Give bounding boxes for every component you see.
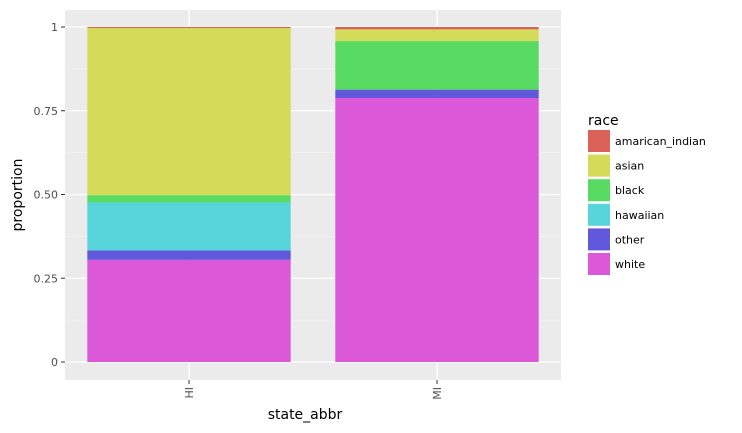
legend-label-white: white bbox=[615, 258, 645, 271]
bar-MI-white bbox=[335, 98, 539, 363]
y-axis: 0 0.25 0.50 0.75 1 bbox=[34, 21, 65, 369]
legend-label-asian: asian bbox=[615, 160, 644, 173]
y-tick-label: 1 bbox=[51, 21, 58, 34]
legend-label-amarican_indian: amarican_indian bbox=[615, 135, 706, 148]
y-tick-label: 0.50 bbox=[34, 189, 59, 202]
bar-HI-amarican_indian bbox=[87, 27, 291, 29]
x-tick-label: HI bbox=[183, 387, 196, 399]
legend-title: race bbox=[588, 113, 619, 129]
bar-MI-amarican_indian bbox=[335, 27, 539, 30]
legend-swatch-white bbox=[588, 253, 610, 275]
y-tick-label: 0 bbox=[51, 356, 58, 369]
legend-swatch-hawaiian bbox=[588, 203, 610, 226]
legend-label-other: other bbox=[615, 233, 645, 246]
y-tick-label: 0.25 bbox=[34, 272, 59, 285]
bar-HI-white bbox=[87, 259, 291, 362]
legend-swatch-asian bbox=[588, 154, 610, 177]
y-tick-label: 0.75 bbox=[34, 105, 59, 118]
x-tick-label: MI bbox=[431, 387, 444, 400]
bars bbox=[87, 27, 539, 363]
bar-HI-other bbox=[87, 250, 291, 260]
y-axis-title: proportion bbox=[10, 159, 26, 232]
bar-HI-hawaiian bbox=[87, 202, 291, 251]
bar-HI-black bbox=[87, 195, 291, 203]
bar-MI-asian bbox=[335, 29, 539, 42]
x-axis-title: state_abbr bbox=[268, 407, 343, 423]
legend-swatch-black bbox=[588, 179, 610, 202]
bar-MI-other bbox=[335, 89, 539, 99]
bar-MI-black bbox=[335, 41, 539, 90]
legend-swatch-other bbox=[588, 228, 610, 251]
legend-swatch-amarican_indian bbox=[588, 130, 610, 152]
legend-label-hawaiian: hawaiian bbox=[615, 209, 664, 222]
bar-HI-asian bbox=[87, 28, 291, 196]
legend-label-black: black bbox=[615, 184, 645, 197]
x-axis: HI MI bbox=[183, 380, 444, 400]
